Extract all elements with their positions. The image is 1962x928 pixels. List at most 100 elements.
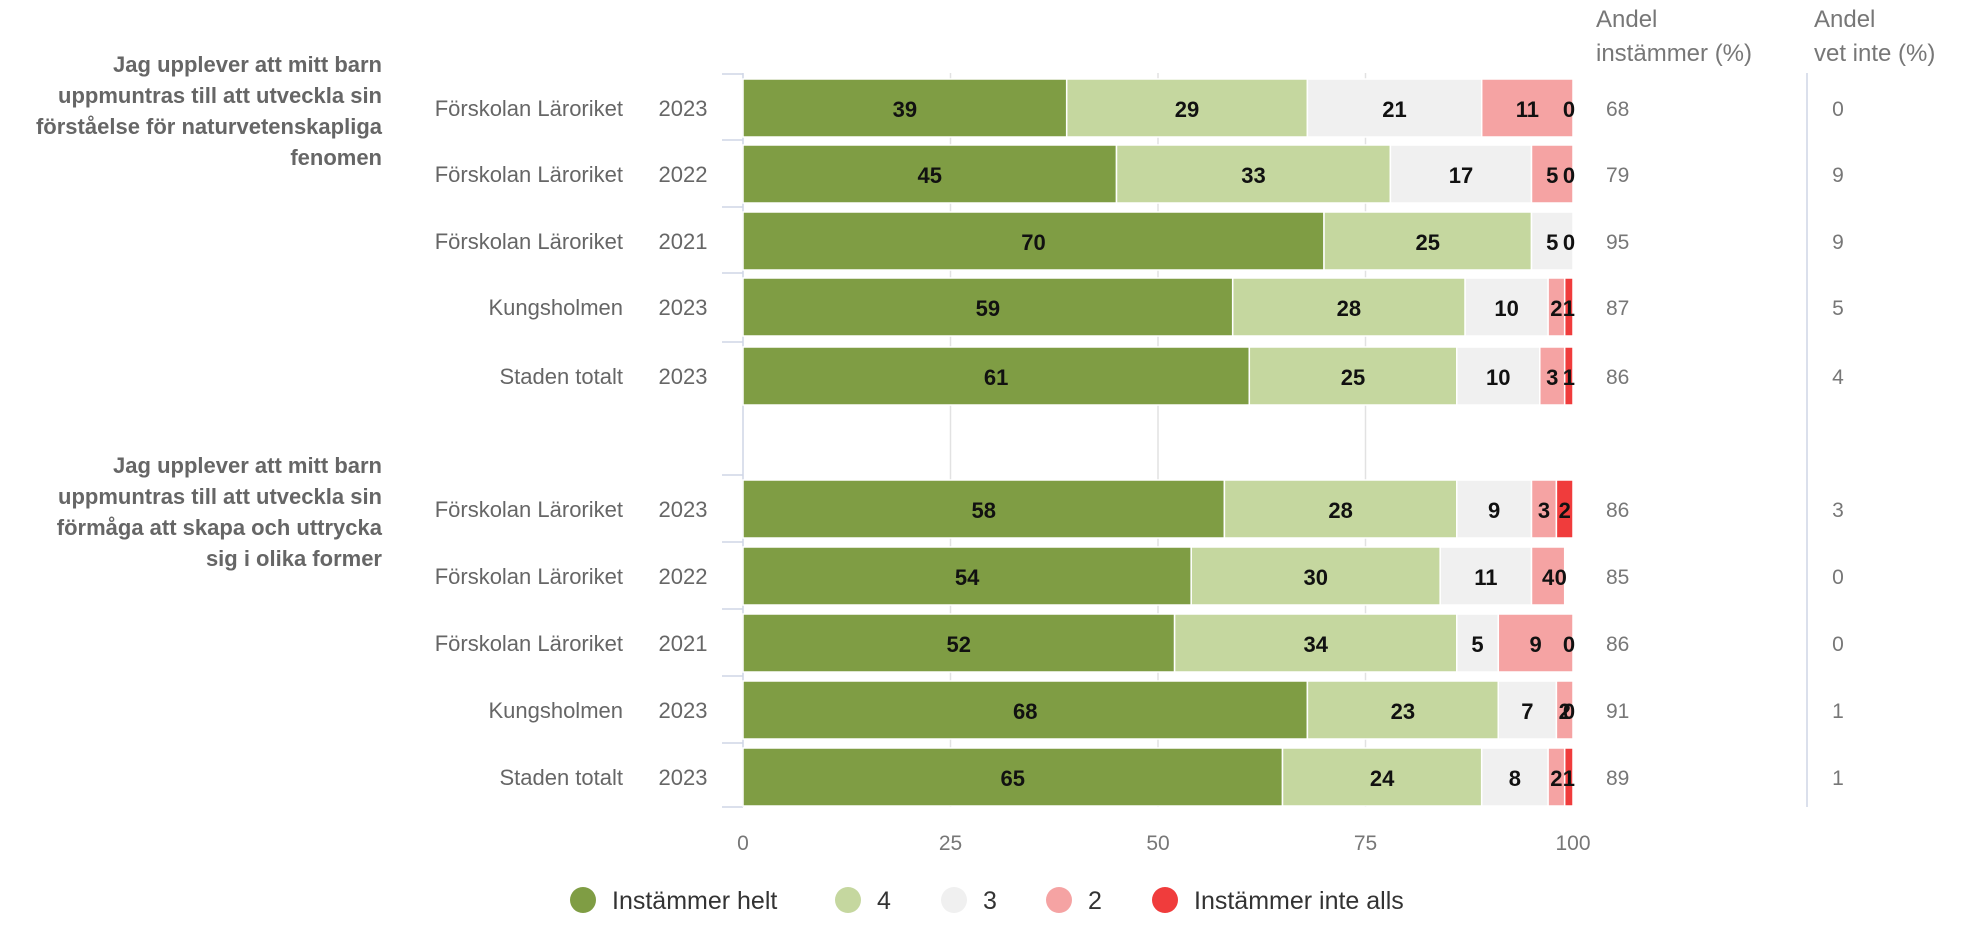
bar-segment-label: 29 <box>1175 97 1199 122</box>
andel-instammer-value: 95 <box>1606 231 1629 254</box>
legend-marker <box>941 887 967 913</box>
group-title-text: förståelse för naturvetenskapliga <box>36 114 383 139</box>
row-year-label: 2021 <box>659 631 708 656</box>
row-year-label: 2023 <box>659 295 708 320</box>
bar-segment-label: 4 <box>1542 565 1555 590</box>
bar-segment-label: 17 <box>1449 163 1473 188</box>
bar-segment-label: 45 <box>918 163 942 188</box>
bar-segment <box>742 747 1284 807</box>
row-unit-label: Förskolan Läroriket <box>435 229 623 254</box>
bar-segment <box>1115 144 1392 204</box>
bar-segment <box>1389 144 1533 204</box>
andel-vet-inte-value: 1 <box>1832 700 1844 723</box>
bar-segment-label: 0 <box>1563 163 1575 188</box>
bar-segment-label: 3 <box>1546 365 1558 390</box>
bar-segment <box>1530 479 1558 539</box>
bar-segment <box>1281 747 1483 807</box>
bar-segment-label: 10 <box>1494 296 1518 321</box>
bar-segment-label: 2 <box>1559 699 1571 724</box>
bar-segment-label: 39 <box>893 97 917 122</box>
bar-segment <box>742 211 1325 271</box>
andel-vet-inte-value: 3 <box>1832 499 1844 522</box>
bar-segment <box>1323 211 1533 271</box>
bar-segment-label: 8 <box>1509 766 1521 791</box>
bar-segment-label: 52 <box>947 632 971 657</box>
bar-segment <box>1555 680 1574 740</box>
legend-label: 3 <box>983 887 997 915</box>
andel-instammer-value: 68 <box>1606 98 1629 121</box>
group-title-text: uppmuntras till att utveckla sin <box>58 484 382 509</box>
x-tick-label: 50 <box>1146 832 1169 855</box>
bar-segment-label: 0 <box>1555 565 1567 590</box>
bar-segment-label: 54 <box>955 565 980 590</box>
bar-segment <box>1555 479 1574 539</box>
bar-segment-label: 7 <box>1521 699 1533 724</box>
column-header-text: instämmer (%) <box>1596 40 1752 67</box>
bar-segment <box>742 78 1068 138</box>
legend-label: 4 <box>877 887 891 915</box>
x-tick-label: 75 <box>1354 832 1377 855</box>
row-year-label: 2023 <box>659 96 708 121</box>
bar-segment-label: 24 <box>1370 766 1395 791</box>
row-year-label: 2022 <box>659 564 708 589</box>
bar-segment-label: 21 <box>1382 97 1406 122</box>
bar-segment <box>742 479 1226 539</box>
row-year-label: 2023 <box>659 497 708 522</box>
x-tick-label: 100 <box>1555 832 1590 855</box>
andel-vet-inte-value: 4 <box>1832 366 1844 389</box>
bar-segment <box>1497 680 1558 740</box>
bar-segment <box>1456 613 1500 673</box>
group-title-text: sig i olika former <box>206 546 382 571</box>
andel-instammer-value: 79 <box>1606 164 1629 187</box>
andel-instammer-value: 86 <box>1606 366 1629 389</box>
bar-segment <box>1173 613 1458 673</box>
group-title-text: förmåga att skapa och uttrycka <box>57 515 383 540</box>
row-year-label: 2023 <box>659 698 708 723</box>
bar-segment-label: 59 <box>976 296 1000 321</box>
bar-segment <box>1456 479 1533 539</box>
bar-segment <box>1306 78 1483 138</box>
bar-segment-label: 2 <box>1559 498 1571 523</box>
row-unit-label: Förskolan Läroriket <box>435 564 623 589</box>
bar-segment <box>1563 346 1574 406</box>
bar-segment <box>1563 747 1574 807</box>
bar-segment-label: 11 <box>1516 97 1539 122</box>
bar-segment <box>742 346 1251 406</box>
andel-vet-inte-value: 0 <box>1832 633 1844 656</box>
row-unit-label: Kungsholmen <box>488 295 623 320</box>
bar-segment-label: 58 <box>971 498 995 523</box>
column-header-text: Andel <box>1596 6 1657 33</box>
column-header-text: vet inte (%) <box>1814 40 1935 67</box>
bar-segment-label: 1 <box>1563 766 1575 791</box>
bar-segment <box>1539 346 1566 406</box>
bar-segment-label: 0 <box>1563 699 1575 724</box>
bar-segment-label: 3 <box>1538 498 1550 523</box>
bar-segment-label: 5 <box>1546 163 1558 188</box>
group-title-text: fenomen <box>290 145 382 170</box>
row-unit-label: Staden totalt <box>499 765 623 790</box>
legend-marker <box>1152 887 1178 913</box>
bar-segment <box>1563 277 1574 337</box>
row-unit-label: Kungsholmen <box>488 698 623 723</box>
bar-segment-label: 0 <box>1563 97 1575 122</box>
andel-vet-inte-value: 1 <box>1832 767 1844 790</box>
bar-segment-label: 23 <box>1391 699 1415 724</box>
andel-instammer-value: 86 <box>1606 499 1629 522</box>
group-title-text: uppmuntras till att utveckla sin <box>58 83 382 108</box>
andel-vet-inte-value: 0 <box>1832 566 1844 589</box>
bar-segment-label: 9 <box>1488 498 1500 523</box>
andel-instammer-value: 86 <box>1606 633 1629 656</box>
andel-vet-inte-value: 9 <box>1832 231 1844 254</box>
bar-segment <box>1497 613 1574 673</box>
column-header-text: Andel <box>1814 6 1875 33</box>
row-year-label: 2022 <box>659 162 708 187</box>
bar-segment-label: 28 <box>1337 296 1361 321</box>
bar-segment-label: 0 <box>1563 632 1575 657</box>
bar-segment <box>1480 747 1549 807</box>
andel-instammer-value: 87 <box>1606 297 1629 320</box>
bar-segment <box>1530 546 1566 606</box>
bar-segment-label: 2 <box>1550 766 1562 791</box>
row-year-label: 2021 <box>659 229 708 254</box>
bar-segment-label: 1 <box>1563 365 1575 390</box>
